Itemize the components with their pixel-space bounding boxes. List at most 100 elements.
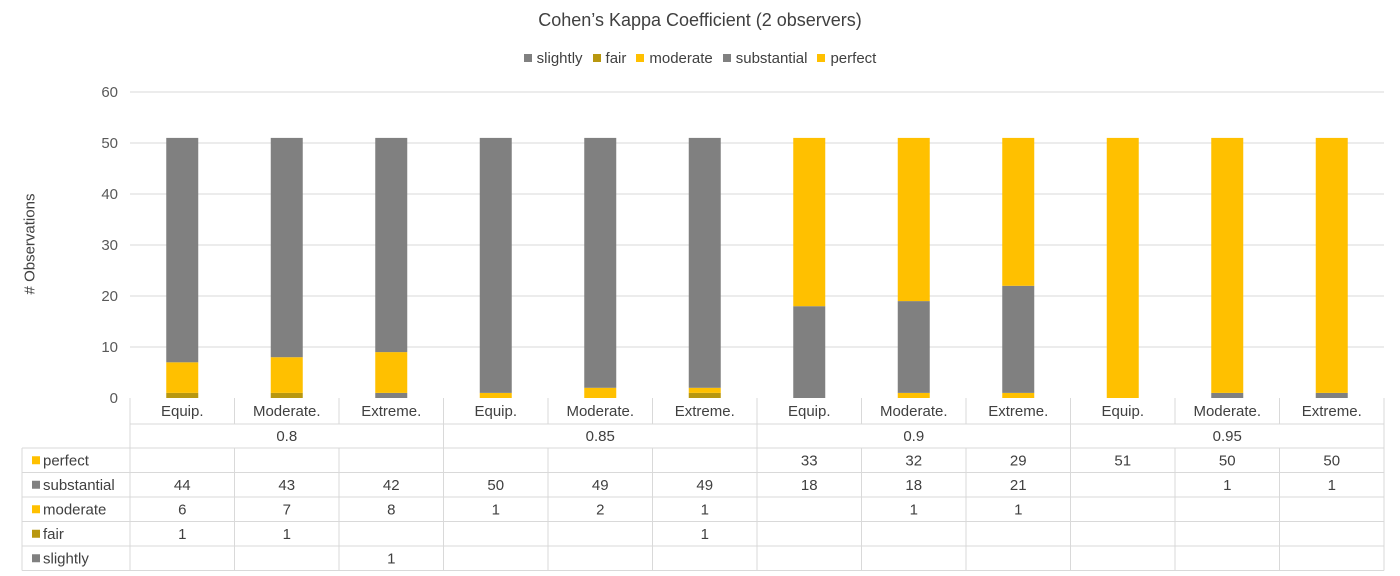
table-cell-fair: 1 (283, 526, 291, 543)
table-cell-slightly: 1 (387, 550, 395, 567)
y-tick-label: 30 (101, 237, 118, 254)
legend-item-moderate: moderate (636, 50, 713, 67)
bar-moderate-2 (270, 357, 303, 393)
table-cell-substantial: 50 (487, 477, 504, 494)
y-tick-label: 0 (110, 390, 118, 407)
bar-fair-1 (166, 392, 199, 398)
table-cell-fair: 1 (178, 526, 186, 543)
chart-title: Cohen’s Kappa Coefficient (2 observers) (538, 10, 862, 30)
x-category-label: Equip. (474, 403, 517, 420)
table-cell-perfect: 32 (905, 452, 922, 469)
bar-substantial-6 (688, 137, 721, 388)
bar-substantial-7 (793, 306, 826, 398)
x-category-label: Extreme. (988, 403, 1048, 420)
legend-label-slightly: slightly (536, 50, 583, 67)
table-swatch-substantial (32, 480, 40, 489)
table-swatch-perfect (32, 456, 40, 465)
table-cell-perfect: 50 (1323, 452, 1340, 469)
legend-label-fair: fair (605, 50, 627, 67)
table-cell-moderate: 1 (492, 501, 500, 518)
bar-fair-6 (688, 392, 721, 398)
legend-swatch-substantial (722, 54, 731, 62)
table-cell-moderate: 6 (178, 501, 186, 518)
legend-item-perfect: perfect (817, 50, 876, 67)
table-cell-moderate: 7 (283, 501, 291, 518)
legend-swatch-fair (592, 54, 601, 62)
x-category-label: Moderate. (566, 403, 634, 420)
legend-item-slightly: slightly (523, 50, 583, 67)
bar-fair-2 (270, 392, 303, 398)
table-cell-perfect: 33 (801, 452, 818, 469)
legend-label-perfect: perfect (830, 50, 877, 67)
table-swatch-fair (32, 529, 40, 538)
table-cell-substantial: 1 (1223, 477, 1231, 494)
bar-perfect-7 (793, 137, 826, 307)
legend-label-substantial: substantial (735, 50, 808, 67)
bar-moderate-1 (166, 362, 199, 393)
table-row-label-moderate: moderate (43, 501, 106, 518)
x-category-label: Moderate. (1193, 403, 1261, 420)
table-cell-substantial: 49 (592, 477, 609, 494)
x-group-label: 0.95 (1213, 428, 1242, 445)
table-cell-substantial: 42 (383, 477, 400, 494)
bar-moderate-9 (1002, 392, 1035, 398)
table-row-label-slightly: slightly (43, 550, 89, 567)
bar-substantial-1 (166, 137, 199, 363)
table-row-label-perfect: perfect (43, 452, 90, 469)
legend: slightly fair moderate substantial perfect (0, 50, 1400, 67)
x-group-label: 0.9 (903, 428, 924, 445)
y-tick-label: 40 (101, 186, 118, 203)
bar-substantial-2 (270, 137, 303, 358)
x-category-label: Extreme. (675, 403, 735, 420)
x-category-label: Moderate. (253, 403, 321, 420)
x-category-label: Equip. (788, 403, 831, 420)
table-cell-perfect: 29 (1010, 452, 1027, 469)
table-cell-substantial: 43 (278, 477, 295, 494)
legend-swatch-perfect (817, 54, 826, 62)
bar-substantial-8 (897, 301, 930, 393)
bar-perfect-10 (1106, 137, 1139, 398)
y-tick-label: 60 (101, 84, 118, 101)
bar-substantial-3 (375, 137, 408, 353)
legend-item-substantial: substantial (722, 50, 808, 67)
bar-substantial-12 (1315, 392, 1348, 398)
bar-moderate-4 (479, 392, 512, 398)
table-cell-substantial: 18 (801, 477, 818, 494)
table-row-label-substantial: substantial (43, 477, 115, 494)
bar-moderate-8 (897, 392, 930, 398)
table-cell-perfect: 50 (1219, 452, 1236, 469)
legend-swatch-slightly (523, 54, 532, 62)
bar-substantial-5 (584, 137, 617, 388)
x-group-label: 0.85 (586, 428, 615, 445)
bar-substantial-4 (479, 137, 512, 393)
table-cell-substantial: 21 (1010, 477, 1027, 494)
x-category-label: Extreme. (361, 403, 421, 420)
table-cell-substantial: 49 (696, 477, 713, 494)
bar-substantial-9 (1002, 285, 1035, 393)
table-cell-substantial: 1 (1328, 477, 1336, 494)
x-category-label: Extreme. (1302, 403, 1362, 420)
x-category-label: Equip. (1101, 403, 1144, 420)
bar-moderate-3 (375, 352, 408, 393)
bar-moderate-6 (688, 387, 721, 393)
legend-swatch-moderate (636, 54, 645, 62)
legend-label-moderate: moderate (649, 50, 713, 67)
table-cell-moderate: 1 (1014, 501, 1022, 518)
table-swatch-moderate (32, 505, 40, 514)
y-tick-label: 20 (101, 288, 118, 305)
bar-perfect-9 (1002, 137, 1035, 286)
bar-moderate-5 (584, 387, 617, 398)
table-cell-substantial: 18 (905, 477, 922, 494)
table-swatch-slightly (32, 554, 40, 563)
table-cell-perfect: 51 (1114, 452, 1131, 469)
table-cell-moderate: 1 (910, 501, 918, 518)
table-row-label-fair: fair (43, 526, 64, 543)
y-tick-label: 10 (101, 339, 118, 356)
table-cell-moderate: 8 (387, 501, 395, 518)
bar-perfect-12 (1315, 137, 1348, 393)
legend-item-fair: fair (592, 50, 627, 67)
table-cell-moderate: 1 (701, 501, 709, 518)
table-cell-substantial: 44 (174, 477, 191, 494)
x-group-label: 0.8 (276, 428, 297, 445)
